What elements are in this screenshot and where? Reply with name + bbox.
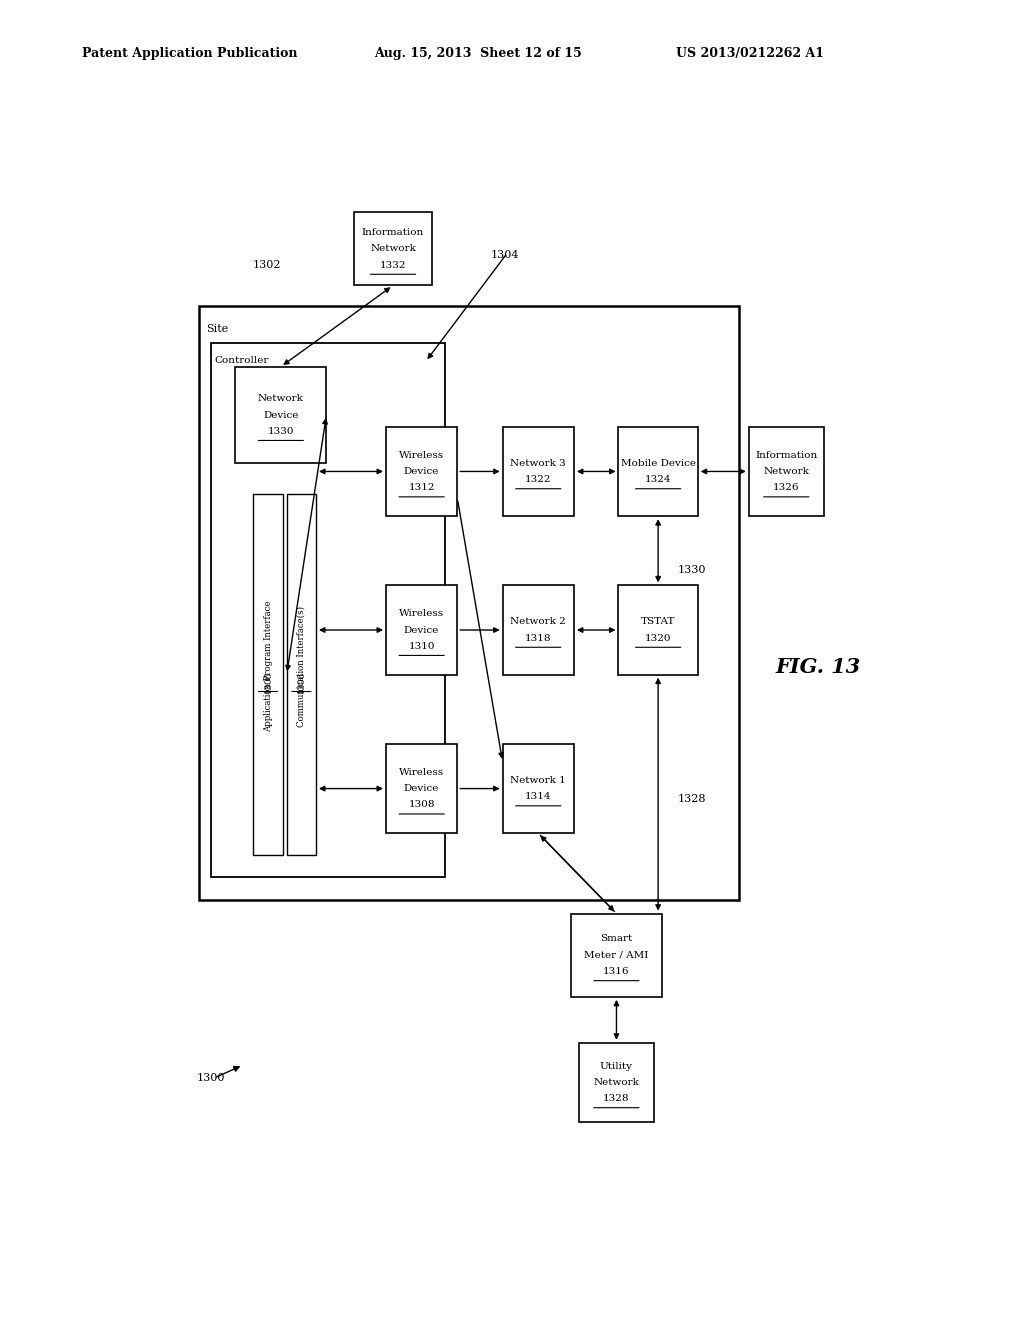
Text: Patent Application Publication: Patent Application Publication bbox=[82, 46, 297, 59]
Bar bbox=[287, 494, 316, 854]
Bar bbox=[618, 426, 697, 516]
Bar bbox=[579, 1043, 654, 1122]
Text: 1310: 1310 bbox=[409, 642, 435, 651]
Bar bbox=[749, 426, 824, 516]
Text: Device: Device bbox=[263, 411, 298, 420]
Bar bbox=[200, 306, 739, 900]
Text: 1332: 1332 bbox=[380, 260, 407, 269]
Text: 1306: 1306 bbox=[263, 672, 272, 693]
Text: Device: Device bbox=[403, 784, 439, 793]
Text: 1328: 1328 bbox=[603, 1094, 630, 1104]
Bar bbox=[354, 213, 432, 285]
Bar bbox=[503, 426, 574, 516]
Text: 1320: 1320 bbox=[645, 634, 672, 643]
Bar bbox=[253, 494, 283, 854]
Text: Utility: Utility bbox=[600, 1061, 633, 1071]
Text: Network: Network bbox=[763, 467, 809, 477]
Text: Network: Network bbox=[258, 395, 304, 404]
Text: 1308: 1308 bbox=[409, 800, 435, 809]
Text: 1314: 1314 bbox=[525, 792, 552, 801]
Bar bbox=[386, 585, 458, 675]
Text: 1322: 1322 bbox=[525, 475, 552, 484]
Bar bbox=[211, 343, 445, 876]
Text: Wireless: Wireless bbox=[399, 610, 444, 618]
Text: 1304: 1304 bbox=[490, 249, 519, 260]
Bar bbox=[618, 585, 697, 675]
Text: 1300: 1300 bbox=[197, 1073, 225, 1084]
Text: US 2013/0212262 A1: US 2013/0212262 A1 bbox=[676, 46, 824, 59]
Text: Network 3: Network 3 bbox=[510, 459, 566, 467]
Text: Communication Interface(s): Communication Interface(s) bbox=[297, 606, 306, 726]
Text: Site: Site bbox=[206, 325, 228, 334]
Text: 1330: 1330 bbox=[678, 565, 707, 576]
Text: 1324: 1324 bbox=[645, 475, 672, 484]
Text: Wireless: Wireless bbox=[399, 768, 444, 776]
Text: FIG. 13: FIG. 13 bbox=[776, 656, 861, 677]
Text: Network: Network bbox=[594, 1078, 639, 1086]
Text: Network 1: Network 1 bbox=[510, 776, 566, 785]
Bar bbox=[503, 744, 574, 833]
Bar bbox=[386, 744, 458, 833]
Text: 1330: 1330 bbox=[267, 426, 294, 436]
Text: TSTAT: TSTAT bbox=[641, 618, 675, 627]
Text: 1318: 1318 bbox=[525, 634, 552, 643]
Text: Device: Device bbox=[403, 626, 439, 635]
Text: Aug. 15, 2013  Sheet 12 of 15: Aug. 15, 2013 Sheet 12 of 15 bbox=[374, 46, 582, 59]
Text: Meter / AMI: Meter / AMI bbox=[585, 950, 648, 960]
Bar bbox=[503, 585, 574, 675]
Text: Information: Information bbox=[361, 228, 424, 238]
Bar bbox=[386, 426, 458, 516]
Text: Network 2: Network 2 bbox=[510, 618, 566, 627]
Text: Device: Device bbox=[403, 467, 439, 477]
Bar bbox=[570, 913, 663, 997]
Text: Wireless: Wireless bbox=[399, 450, 444, 459]
Text: 1302: 1302 bbox=[253, 260, 282, 271]
Text: 1316: 1316 bbox=[603, 968, 630, 975]
Text: Information: Information bbox=[755, 450, 817, 459]
Text: 1306: 1306 bbox=[297, 672, 306, 693]
Text: Controller: Controller bbox=[214, 355, 269, 364]
Text: 1328: 1328 bbox=[677, 793, 706, 804]
Bar bbox=[236, 367, 327, 463]
Text: Mobile Device: Mobile Device bbox=[621, 459, 695, 467]
Text: Network: Network bbox=[370, 244, 416, 253]
Text: Smart: Smart bbox=[600, 935, 633, 944]
Text: 1312: 1312 bbox=[409, 483, 435, 492]
Text: Application Program Interface: Application Program Interface bbox=[263, 601, 272, 731]
Text: 1326: 1326 bbox=[773, 483, 800, 492]
